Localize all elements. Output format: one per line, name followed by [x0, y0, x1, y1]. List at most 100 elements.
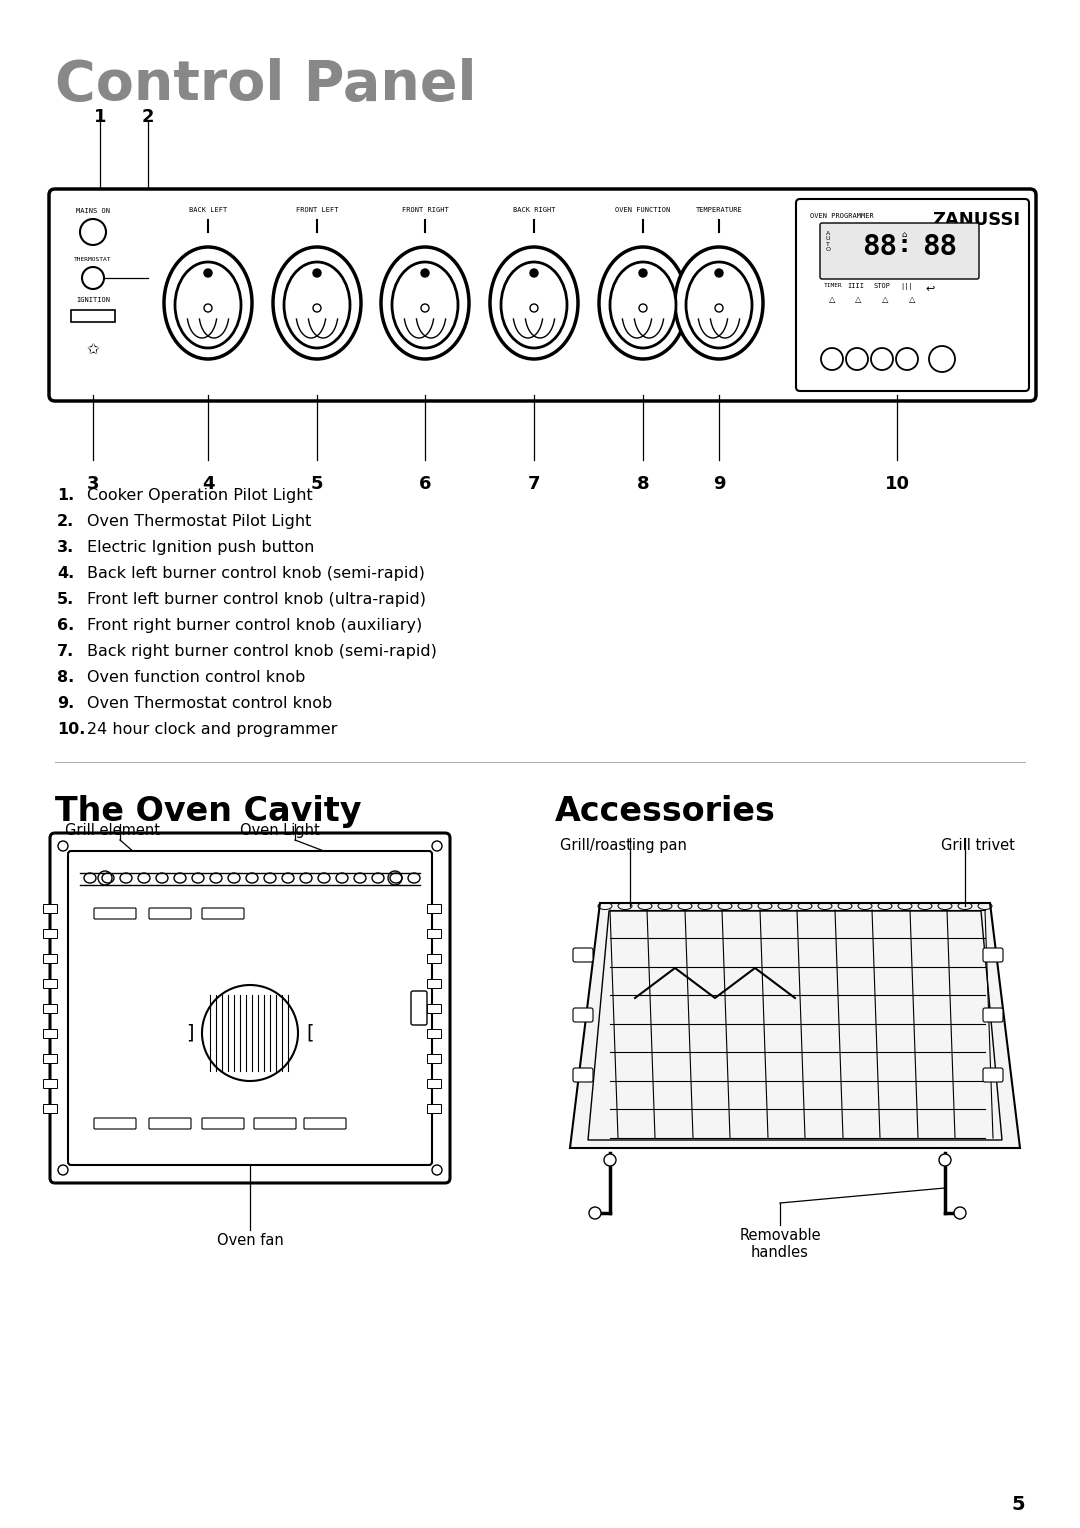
Ellipse shape: [392, 261, 458, 348]
Text: ⌂: ⌂: [902, 231, 907, 238]
Text: 10.: 10.: [57, 723, 85, 736]
Bar: [427, 1079, 441, 1088]
FancyBboxPatch shape: [149, 1118, 191, 1129]
Text: 3.: 3.: [57, 539, 75, 555]
Bar: [427, 953, 441, 963]
FancyBboxPatch shape: [573, 1008, 593, 1022]
Ellipse shape: [273, 248, 361, 359]
Ellipse shape: [599, 248, 687, 359]
Text: THERMOSTAT: THERMOSTAT: [75, 257, 111, 261]
Circle shape: [421, 269, 429, 277]
Text: 7.: 7.: [57, 643, 75, 659]
Circle shape: [954, 1207, 966, 1219]
Circle shape: [313, 269, 321, 277]
Text: Oven function control knob: Oven function control knob: [87, 669, 306, 685]
FancyBboxPatch shape: [202, 908, 244, 918]
Bar: [427, 905, 441, 914]
Text: Accessories: Accessories: [555, 795, 775, 828]
Bar: [43, 1054, 57, 1063]
Text: Front right burner control knob (auxiliary): Front right burner control knob (auxilia…: [87, 617, 422, 633]
Text: 5.: 5.: [57, 591, 75, 607]
Ellipse shape: [501, 261, 567, 348]
Text: FRONT LEFT: FRONT LEFT: [296, 206, 338, 212]
Text: BACK LEFT: BACK LEFT: [189, 206, 227, 212]
Text: IIII: IIII: [848, 283, 864, 289]
Text: Oven Thermostat control knob: Oven Thermostat control knob: [87, 695, 333, 711]
Ellipse shape: [490, 248, 578, 359]
Text: 1.: 1.: [57, 487, 75, 503]
Bar: [71, 310, 114, 322]
Circle shape: [821, 348, 843, 370]
Bar: [43, 905, 57, 914]
Text: 6.: 6.: [57, 617, 75, 633]
Text: Removable
handles: Removable handles: [739, 1229, 821, 1261]
Text: Grill trivet: Grill trivet: [941, 837, 1015, 853]
Text: TEMPERATURE: TEMPERATURE: [696, 206, 742, 212]
Text: ↩: ↩: [926, 283, 934, 293]
Text: △: △: [828, 295, 835, 304]
Bar: [43, 1028, 57, 1038]
Bar: [427, 929, 441, 938]
Text: 2.: 2.: [57, 513, 75, 529]
Ellipse shape: [175, 261, 241, 348]
FancyBboxPatch shape: [49, 189, 1036, 400]
Text: Cooker Operation Pilot Light: Cooker Operation Pilot Light: [87, 487, 313, 503]
FancyBboxPatch shape: [94, 1118, 136, 1129]
Text: STOP: STOP: [874, 283, 891, 289]
Text: Control Panel: Control Panel: [55, 58, 476, 112]
Text: 6: 6: [419, 475, 431, 494]
Text: 9: 9: [713, 475, 726, 494]
Circle shape: [939, 1154, 951, 1166]
FancyBboxPatch shape: [303, 1118, 346, 1129]
Text: 24 hour clock and programmer: 24 hour clock and programmer: [87, 723, 337, 736]
Ellipse shape: [284, 261, 350, 348]
FancyBboxPatch shape: [983, 1008, 1003, 1022]
FancyBboxPatch shape: [202, 1118, 244, 1129]
Text: OVEN PROGRAMMER: OVEN PROGRAMMER: [810, 212, 874, 219]
Text: 5: 5: [1011, 1494, 1025, 1514]
Text: 10: 10: [885, 475, 909, 494]
FancyBboxPatch shape: [983, 947, 1003, 963]
Text: BACK RIGHT: BACK RIGHT: [513, 206, 555, 212]
Bar: [43, 929, 57, 938]
FancyBboxPatch shape: [573, 1068, 593, 1082]
FancyBboxPatch shape: [573, 947, 593, 963]
Text: Front left burner control knob (ultra-rapid): Front left burner control knob (ultra-ra…: [87, 591, 426, 607]
Circle shape: [530, 269, 538, 277]
Text: TIMER: TIMER: [824, 283, 842, 287]
Text: 4: 4: [202, 475, 214, 494]
Text: 5: 5: [311, 475, 323, 494]
Text: OVEN FUNCTION: OVEN FUNCTION: [616, 206, 671, 212]
Text: Oven Light: Oven Light: [240, 824, 320, 837]
Text: Electric Ignition push button: Electric Ignition push button: [87, 539, 314, 555]
Text: △: △: [881, 295, 888, 304]
FancyBboxPatch shape: [254, 1118, 296, 1129]
FancyBboxPatch shape: [149, 908, 191, 918]
Ellipse shape: [164, 248, 252, 359]
FancyBboxPatch shape: [94, 908, 136, 918]
Circle shape: [80, 219, 106, 244]
Ellipse shape: [610, 261, 676, 348]
Text: [: [: [307, 1024, 314, 1042]
Circle shape: [204, 269, 212, 277]
Circle shape: [896, 348, 918, 370]
Bar: [43, 953, 57, 963]
Bar: [427, 1105, 441, 1112]
Circle shape: [604, 1154, 616, 1166]
Text: :: :: [896, 232, 912, 257]
Circle shape: [202, 986, 298, 1080]
Circle shape: [82, 267, 104, 289]
Text: |||: |||: [901, 283, 914, 290]
FancyBboxPatch shape: [796, 199, 1029, 391]
Text: MAINS ON: MAINS ON: [76, 208, 110, 214]
Ellipse shape: [381, 248, 469, 359]
Bar: [427, 1054, 441, 1063]
Text: 1: 1: [94, 108, 106, 125]
Text: 7: 7: [528, 475, 540, 494]
Circle shape: [870, 348, 893, 370]
Text: A
U
T
O: A U T O: [825, 231, 831, 252]
Ellipse shape: [675, 248, 762, 359]
Text: ✩: ✩: [86, 342, 99, 358]
Bar: [427, 1004, 441, 1013]
Circle shape: [846, 348, 868, 370]
